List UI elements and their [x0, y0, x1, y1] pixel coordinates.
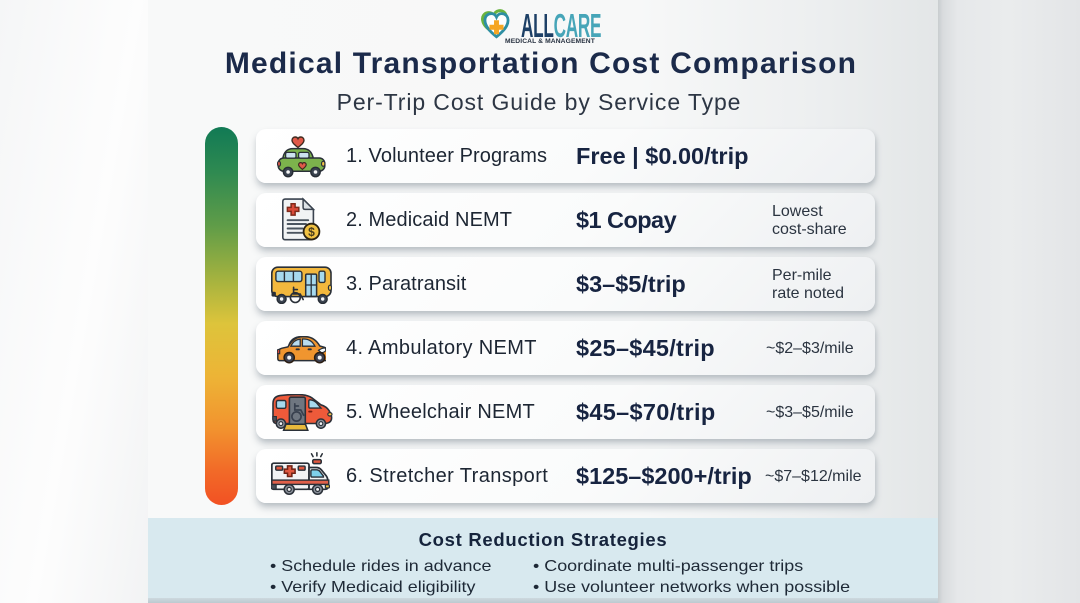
svg-text:$: $ [308, 225, 315, 239]
